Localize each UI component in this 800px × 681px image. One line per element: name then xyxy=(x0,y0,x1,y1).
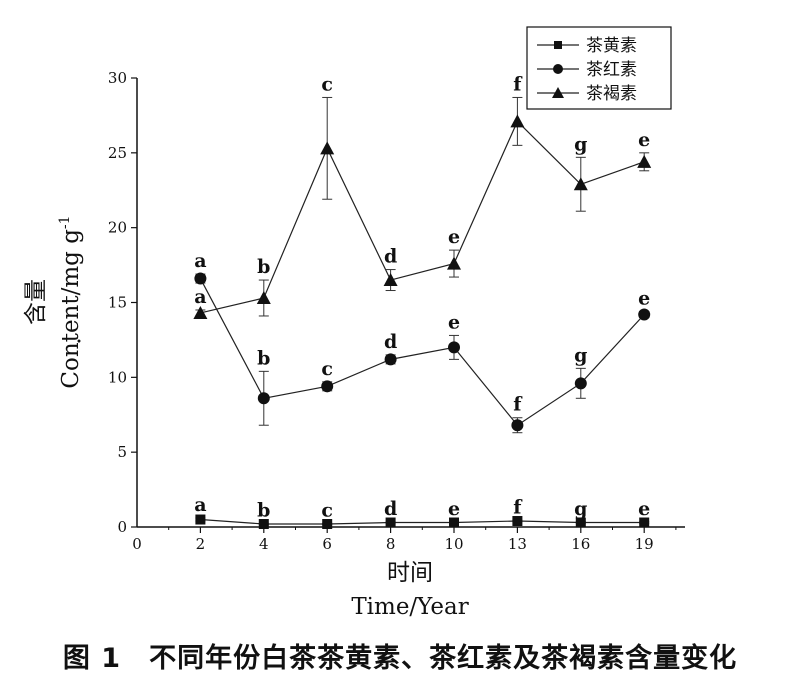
significance-label: d xyxy=(384,498,397,520)
svg-text:Content/mg g-1: Content/mg g-1 xyxy=(57,215,84,388)
data-point xyxy=(256,291,271,305)
y-tick-label: 0 xyxy=(117,518,127,536)
series-layer: a b c d e f g e a b c d e f g e a b c d e f g e xyxy=(193,73,652,530)
y-axis-title-en: Content/mg g xyxy=(58,229,84,389)
data-point xyxy=(573,177,588,191)
data-point xyxy=(384,353,397,366)
significance-label: e xyxy=(638,498,650,520)
data-point xyxy=(257,392,270,405)
significance-label: e xyxy=(448,226,460,248)
data-point xyxy=(321,380,334,393)
significance-label: c xyxy=(321,73,333,95)
significance-label: g xyxy=(574,498,587,520)
data-point xyxy=(511,419,524,432)
series-line xyxy=(199,278,645,427)
data-point xyxy=(510,114,525,128)
significance-label: g xyxy=(574,344,587,366)
significance-label: d xyxy=(384,246,397,268)
significance-label: f xyxy=(513,496,523,518)
significance-label: f xyxy=(513,73,523,95)
x-tick-label: 4 xyxy=(259,535,269,553)
legend-label: 茶红素 xyxy=(586,60,637,80)
x-axis-ticks: 0 2 4 6 8 10 13 16 19 xyxy=(132,527,677,553)
significance-label: b xyxy=(257,256,270,278)
x-axis-title-en: Time/Year xyxy=(351,594,468,620)
significance-label: e xyxy=(638,129,650,151)
y-tick-label: 15 xyxy=(108,294,127,312)
legend-label: 茶黄素 xyxy=(586,36,637,56)
y-axis-ticks: 0 5 10 15 20 25 30 xyxy=(108,69,137,536)
y-tick-label: 5 xyxy=(117,443,127,461)
data-point xyxy=(385,517,396,528)
y-axis-title-sup: -1 xyxy=(57,215,73,229)
significance-label: e xyxy=(448,498,460,520)
y-axis-title: 含量 xyxy=(23,279,49,325)
y-tick-label: 10 xyxy=(108,368,127,386)
significance-label: c xyxy=(321,358,333,380)
significance-label: b xyxy=(257,347,270,369)
significance-label: g xyxy=(574,133,587,155)
figure-caption: 图 1 不同年份白茶茶黄素、茶红素及茶褐素含量变化 xyxy=(62,643,738,674)
data-point xyxy=(512,516,523,527)
x-tick-label: 13 xyxy=(508,535,527,553)
significance-label: a xyxy=(194,250,206,272)
significance-label: c xyxy=(321,499,333,521)
x-tick-label: 10 xyxy=(444,535,463,553)
y-axis-title-en-group: Content/mg g-1 xyxy=(57,215,84,388)
x-tick-label: 16 xyxy=(571,535,590,553)
series-triangle: a b c d e f g e xyxy=(193,73,652,319)
chart: 0 5 10 15 20 25 30 0 2 4 6 8 10 13 16 19 a b c d e f g e a b c d e… xyxy=(23,26,685,620)
significance-label: b xyxy=(257,499,270,521)
y-tick-label: 25 xyxy=(108,144,127,162)
legend-marker xyxy=(553,64,563,74)
x-tick-label: 19 xyxy=(635,535,654,553)
data-point xyxy=(193,305,208,319)
y-tick-label: 20 xyxy=(108,219,127,237)
x-tick-label: 6 xyxy=(322,535,332,553)
significance-label: d xyxy=(384,331,397,353)
data-point xyxy=(449,517,459,528)
significance-label: a xyxy=(194,286,206,308)
data-point xyxy=(637,154,652,168)
legend-label: 茶褐素 xyxy=(586,84,637,104)
data-point xyxy=(574,377,587,390)
series-line xyxy=(200,518,645,525)
series-line xyxy=(200,120,645,314)
y-axis-title-dot: · xyxy=(75,329,82,355)
y-axis-title-group: 含量 xyxy=(23,279,49,325)
data-point xyxy=(195,514,206,525)
x-axis-title: 时间 xyxy=(387,560,433,586)
legend-marker xyxy=(554,41,562,49)
series-circle: a b c d e f g e xyxy=(194,250,651,434)
significance-label: a xyxy=(194,494,206,516)
data-point xyxy=(258,519,269,530)
y-tick-label: 30 xyxy=(108,69,127,87)
data-point xyxy=(575,517,586,528)
x-tick-label: 0 xyxy=(132,535,142,553)
data-point xyxy=(639,517,650,528)
x-tick-label: 2 xyxy=(196,535,206,553)
data-point xyxy=(638,308,651,321)
legend-marker xyxy=(552,87,564,98)
significance-label: e xyxy=(638,287,650,309)
data-point xyxy=(194,272,207,285)
legend-box xyxy=(526,26,672,110)
data-point xyxy=(448,341,460,354)
data-point xyxy=(322,519,333,530)
data-point xyxy=(320,141,335,155)
significance-label: e xyxy=(448,311,460,333)
x-tick-label: 8 xyxy=(386,535,396,553)
data-point xyxy=(447,256,461,270)
data-point xyxy=(383,273,398,287)
significance-label: f xyxy=(513,394,523,416)
